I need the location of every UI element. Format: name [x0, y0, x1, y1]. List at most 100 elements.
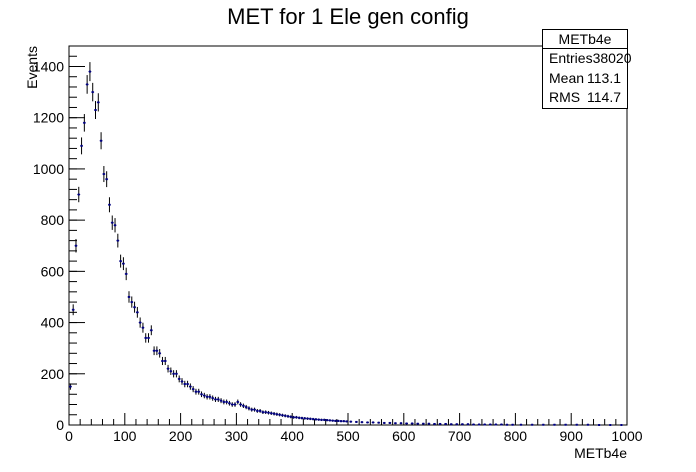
data-point [253, 407, 256, 412]
data-point [172, 370, 176, 378]
data-point [360, 421, 364, 424]
x-tick-label: 400 [281, 428, 305, 444]
data-point [119, 254, 123, 268]
data-point [202, 392, 206, 399]
stats-mean-row: Mean 113.1 [543, 69, 627, 89]
stats-mean-label: Mean [549, 69, 585, 86]
data-point [278, 413, 282, 417]
data-point [325, 419, 329, 422]
data-point [183, 380, 187, 388]
data-point [427, 422, 431, 425]
x-tick-label: 100 [113, 428, 137, 444]
data-point [130, 296, 134, 308]
y-tick-label: 800 [41, 212, 65, 228]
data-point [410, 422, 414, 425]
data-point [500, 423, 503, 426]
data-point [620, 424, 623, 426]
data-point [322, 418, 326, 422]
data-point [175, 370, 178, 378]
data-point [286, 414, 290, 418]
data-point [314, 418, 318, 421]
data-point [250, 407, 254, 412]
x-axis-label: METb4e [574, 445, 627, 461]
data-point [433, 422, 436, 425]
data-point [188, 383, 192, 390]
data-point [127, 291, 131, 303]
data-point [371, 421, 375, 424]
data-point [258, 409, 262, 413]
data-point [88, 62, 92, 82]
data-point [133, 301, 136, 313]
data-point [377, 421, 381, 424]
y-tick-label: 1200 [33, 110, 64, 126]
x-tick-label: 300 [225, 428, 249, 444]
data-point [283, 414, 287, 418]
data-point [166, 364, 170, 373]
data-point [267, 410, 270, 415]
data-point [161, 356, 164, 366]
data-point [180, 378, 184, 385]
data-point [110, 215, 114, 230]
data-point [575, 423, 579, 426]
data-point [138, 317, 142, 328]
data-point [108, 197, 111, 213]
data-point [230, 402, 234, 407]
data-point [141, 322, 145, 333]
data-point [144, 333, 148, 343]
data-point [208, 394, 212, 400]
data-point [122, 257, 125, 271]
data-point [345, 420, 348, 423]
data-point [269, 411, 273, 415]
stats-entries-label: Entries [549, 50, 593, 66]
x-axis: 0 100 200 300 400 500 600 700 800 900 1000 [65, 413, 643, 444]
data-point [519, 423, 523, 426]
y-tick-label: 1400 [33, 58, 64, 74]
data-point [147, 333, 150, 343]
data-point [261, 410, 265, 415]
y-axis-label: Events [24, 46, 40, 89]
data-point [449, 423, 453, 426]
data-point [197, 388, 201, 395]
x-tick-label: 500 [336, 428, 360, 444]
data-points [69, 62, 623, 426]
x-tick-label: 200 [169, 428, 193, 444]
data-point [472, 423, 475, 426]
data-point [82, 114, 86, 132]
y-tick-label: 200 [41, 366, 65, 382]
data-point [275, 412, 279, 416]
data-point [292, 415, 295, 419]
data-point [320, 418, 323, 422]
data-point [328, 419, 332, 422]
data-point [405, 422, 408, 425]
data-point [488, 423, 492, 426]
x-tick-label: 1000 [611, 428, 642, 444]
data-point [135, 306, 139, 318]
data-point [399, 422, 403, 425]
y-tick-label: 0 [56, 417, 64, 433]
stats-entries-value: 38020 [592, 50, 632, 66]
data-point [541, 423, 545, 426]
stats-box: METb4e Entries 38020 Mean 113.1 RMS 114.… [542, 29, 632, 109]
data-point [200, 391, 203, 398]
data-point [228, 400, 231, 406]
data-point [349, 420, 353, 423]
data-point [222, 399, 226, 405]
data-point [163, 356, 167, 366]
stats-rms-value: 114.7 [587, 89, 621, 105]
data-point [244, 404, 248, 410]
data-point [317, 418, 321, 421]
data-point [289, 415, 293, 419]
stats-rms-row: RMS 114.7 [543, 88, 627, 108]
data-point [608, 424, 612, 426]
x-tick-label: 0 [65, 428, 73, 444]
data-point [177, 375, 181, 383]
data-point [460, 423, 464, 426]
data-point [74, 238, 78, 253]
data-point [300, 416, 304, 420]
data-point [438, 422, 442, 425]
data-point [264, 410, 268, 415]
data-point [394, 422, 397, 425]
data-point [169, 367, 173, 375]
data-point [564, 423, 568, 426]
y-tick-label: 600 [41, 263, 65, 279]
